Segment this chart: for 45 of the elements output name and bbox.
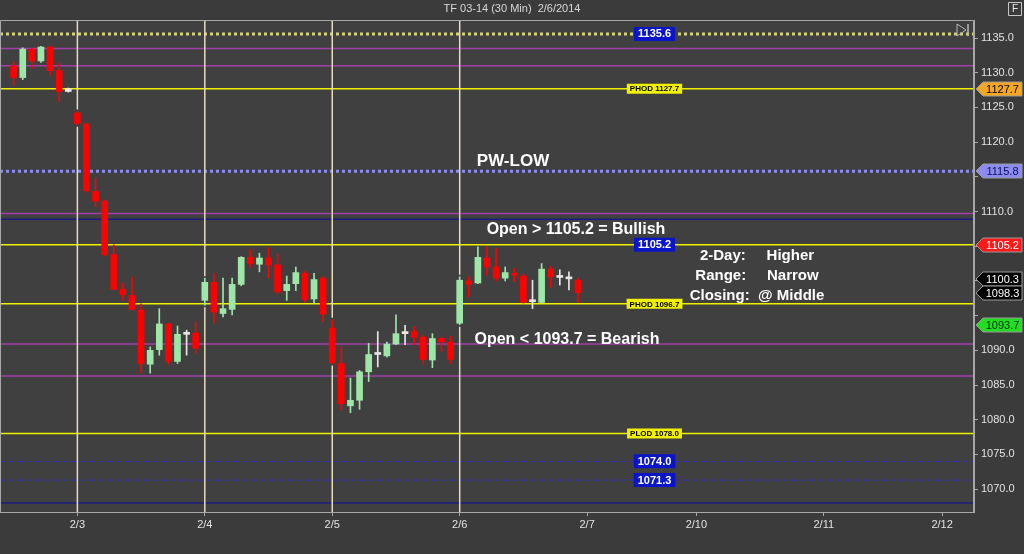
y-tick-label: 1135.0 <box>981 31 1014 44</box>
annotation: Open < 1093.7 = Bearish <box>474 330 660 348</box>
ref-line-label: PHOD 1096.7 <box>629 299 680 309</box>
text: 1093.7 <box>985 318 1020 331</box>
x-tick-label: 2/3 <box>69 517 86 530</box>
ref-line-label: 1074.0 <box>637 454 672 467</box>
annotation: Range: Narrow <box>695 266 820 284</box>
candlestick <box>219 277 227 318</box>
candlestick <box>556 269 564 286</box>
x-tick-label: 2/4 <box>197 517 213 530</box>
text: F <box>1011 2 1019 14</box>
text: 1098.3 <box>985 286 1020 299</box>
y-tick-label: 1070.0 <box>981 482 1015 495</box>
chart-title: TF 03-14 (30 Min) 2/6/2014 <box>443 2 581 14</box>
x-tick-label: 2/11 <box>813 517 835 530</box>
ref-line-label: 1071.3 <box>637 473 672 486</box>
text: 1115.8 <box>986 164 1019 177</box>
x-tick-label: 2/5 <box>324 517 340 530</box>
ref-line-label: PHOD 1127.7 <box>629 84 680 94</box>
ref-line-label: 1135.6 <box>638 27 672 40</box>
annotation: 2-Day: Higher <box>699 246 815 264</box>
y-tick-label: 1120.0 <box>981 135 1014 148</box>
text: 1105.2 <box>986 238 1019 251</box>
x-tick-label: 2/12 <box>931 517 953 530</box>
annotation: Closing: @ Middle <box>689 286 825 304</box>
y-tick-label: 1110.0 <box>981 204 1014 217</box>
y-tick-label: 1125.0 <box>981 100 1014 113</box>
y-tick-label: 1075.0 <box>981 447 1015 460</box>
annotation: Open > 1105.2 = Bullish <box>486 220 666 238</box>
candlestick <box>465 276 473 298</box>
annotation: PW-LOW <box>476 150 551 170</box>
text: 1100.3 <box>986 272 1019 285</box>
x-tick-label: 2/6 <box>452 517 468 530</box>
ref-line-label: 1105.2 <box>638 238 672 251</box>
x-tick-label: 2/10 <box>685 517 708 530</box>
x-tick-label: 2/7 <box>579 517 595 530</box>
candlestick <box>401 325 409 346</box>
y-tick-label: 1085.0 <box>981 378 1015 391</box>
text: 1127.7 <box>986 82 1019 95</box>
ref-line-label: PLOD 1078.0 <box>630 429 680 439</box>
y-tick-label: 1090.0 <box>981 343 1015 356</box>
y-tick-label: 1080.0 <box>981 412 1015 425</box>
y-tick-label: 1130.0 <box>981 65 1014 78</box>
candlestick <box>510 268 518 282</box>
candlestick <box>374 331 382 368</box>
